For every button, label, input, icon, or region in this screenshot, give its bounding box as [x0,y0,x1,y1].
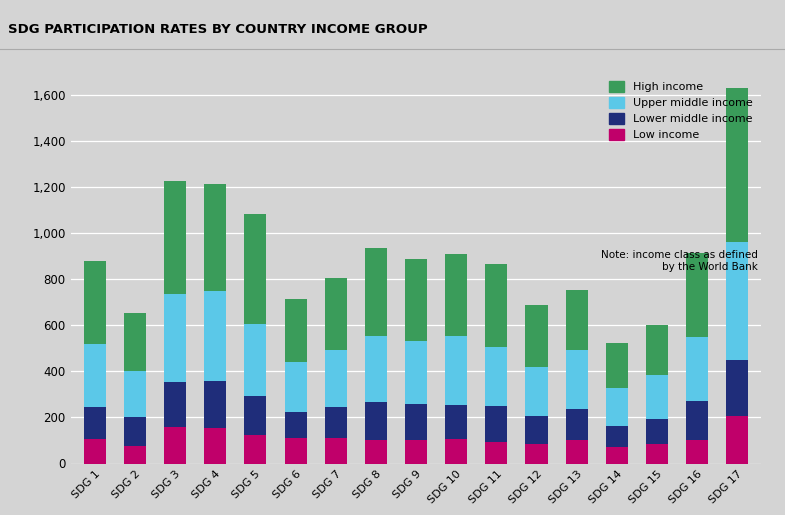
Bar [726,243,748,360]
Bar [365,336,387,403]
Bar [244,435,266,464]
Bar [204,428,226,464]
Bar [204,184,226,291]
Bar [124,418,146,446]
Bar [606,448,628,464]
Bar [445,405,467,439]
Bar [566,350,588,409]
Bar [244,396,266,435]
Bar [485,442,507,464]
Bar [84,261,106,344]
Bar [284,411,307,438]
Bar [124,446,146,464]
Legend: High income, Upper middle income, Lower middle income, Low income: High income, Upper middle income, Lower … [606,78,756,144]
Bar [325,278,347,350]
Bar [525,367,548,416]
Bar [405,440,427,464]
Bar [405,341,427,404]
Bar [525,444,548,464]
Bar [164,294,186,382]
Bar [325,407,347,438]
Bar [485,347,507,406]
Bar [686,253,708,337]
Bar [124,313,146,371]
Bar [646,444,668,464]
Bar [164,382,186,426]
Bar [646,325,668,375]
Bar [365,440,387,464]
Bar [405,404,427,440]
Bar [646,375,668,419]
Bar [204,381,226,428]
Bar [566,289,588,350]
Bar [525,416,548,444]
Bar [445,254,467,336]
Bar [566,409,588,440]
Text: Note: income class as defined
by the World Bank: Note: income class as defined by the Wor… [601,250,758,272]
Bar [164,181,186,294]
Bar [606,387,628,425]
Bar [325,438,347,464]
Bar [284,438,307,464]
Bar [325,350,347,407]
Bar [686,401,708,440]
Bar [726,360,748,416]
Bar [686,337,708,401]
Bar [566,440,588,464]
Bar [646,419,668,444]
Bar [84,407,106,439]
Bar [445,439,467,464]
Bar [365,248,387,336]
Bar [485,264,507,347]
Bar [365,403,387,440]
Bar [284,299,307,362]
Bar [164,426,186,464]
Bar [525,305,548,367]
Text: SDG PARTICIPATION RATES BY COUNTRY INCOME GROUP: SDG PARTICIPATION RATES BY COUNTRY INCOM… [8,23,428,36]
Bar [284,362,307,411]
Bar [244,324,266,396]
Bar [606,425,628,448]
Bar [726,416,748,464]
Bar [124,371,146,418]
Bar [485,406,507,442]
Bar [726,88,748,243]
Bar [84,344,106,407]
Bar [606,342,628,387]
Bar [445,336,467,405]
Bar [244,214,266,324]
Bar [204,291,226,381]
Bar [405,259,427,341]
Bar [84,439,106,464]
Bar [686,440,708,464]
